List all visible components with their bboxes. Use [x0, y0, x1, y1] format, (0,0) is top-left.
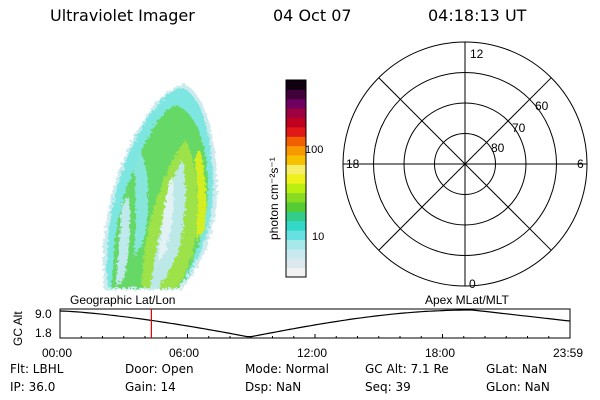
auroral-image — [102, 84, 218, 290]
door-info: Door: Open — [125, 362, 194, 376]
mode-info: Mode: Normal — [245, 362, 329, 376]
colorbar-swatch — [286, 89, 306, 100]
colorbar-swatch — [286, 211, 306, 222]
altitude-strip — [59, 308, 571, 339]
colorbar-swatch — [286, 136, 306, 147]
ip-info: IP: 36.0 — [10, 380, 56, 394]
colorbar-swatch — [286, 267, 306, 278]
alt-min-label: 1.8 — [35, 326, 52, 340]
lat-label-60: 60 — [535, 99, 549, 113]
colorbar-swatch — [286, 173, 306, 184]
time-label: 04:18:13 UT — [428, 6, 527, 25]
colorbar-swatch — [286, 155, 306, 165]
colorbar — [285, 79, 307, 278]
colorbar-swatch — [286, 230, 306, 240]
time-tick-2359: 23:59 — [553, 346, 583, 360]
colorbar-label: photon cm⁻²s⁻¹ — [267, 157, 281, 240]
time-tick-1200: 12:00 — [297, 346, 327, 360]
dsp-info: Dsp: NaN — [245, 380, 302, 394]
colorbar-swatch — [286, 98, 306, 109]
mlt-label-12: 12 — [470, 47, 484, 61]
geographic-title: Geographic Lat/Lon — [70, 293, 175, 307]
filter-info: Flt: LBHL — [10, 362, 64, 376]
colorbar-swatch — [286, 201, 306, 212]
date-label: 04 Oct 07 — [273, 6, 352, 25]
colorbar-swatch — [286, 164, 306, 175]
glon-info: GLon: NaN — [486, 380, 550, 394]
colorbar-tick-10: 10 — [312, 231, 324, 243]
time-tick-1800: 18:00 — [425, 346, 455, 360]
gc-alt-info: GC Alt: 7.1 Re — [365, 362, 449, 376]
colorbar-swatch — [286, 145, 306, 156]
alt-axis-label: GC Alt — [11, 311, 25, 346]
colorbar-swatch — [286, 258, 306, 269]
polar-grid — [342, 41, 588, 287]
colorbar-tick-100: 100 — [305, 144, 323, 156]
alt-max-label: 9.0 — [35, 307, 52, 321]
colorbar-swatch — [286, 183, 306, 194]
time-tick-0600: 06:00 — [169, 346, 199, 360]
colorbar-swatch — [286, 126, 306, 137]
seq-info: Seq: 39 — [365, 380, 411, 394]
mlt-label-18: 18 — [346, 157, 360, 171]
colorbar-swatch — [286, 248, 306, 259]
gain-info: Gain: 14 — [125, 380, 176, 394]
colorbar-swatch — [286, 192, 306, 203]
glat-info: GLat: NaN — [486, 362, 548, 376]
lat-label-80: 80 — [491, 141, 505, 155]
colorbar-swatch — [286, 80, 306, 90]
colorbar-swatch — [286, 239, 306, 250]
time-tick-0000: 00:00 — [42, 346, 72, 360]
colorbar-swatch — [286, 117, 306, 128]
colorbar-frame — [285, 79, 307, 278]
lat-label-70: 70 — [512, 121, 526, 135]
colorbar-swatch — [286, 220, 306, 231]
apex-title: Apex MLat/MLT — [425, 293, 509, 307]
colorbar-swatch — [286, 108, 306, 119]
instrument-title: Ultraviolet Imager — [50, 6, 195, 25]
mlt-label-6: 6 — [577, 157, 584, 171]
mlt-label-0: 0 — [469, 277, 476, 291]
